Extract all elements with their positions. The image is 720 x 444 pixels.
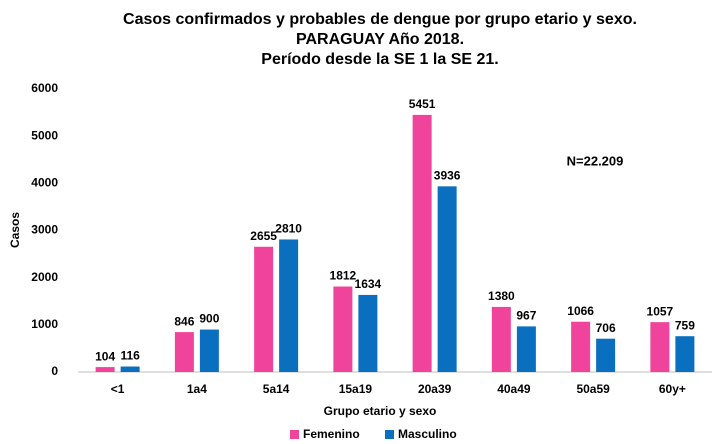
y-tick-label: 4000 — [31, 176, 58, 190]
y-axis-label: Casos — [8, 212, 22, 248]
data-label: 1057 — [647, 304, 674, 318]
data-label: 706 — [596, 321, 616, 335]
x-axis-label: Grupo etario y sexo — [324, 404, 437, 418]
data-label: 104 — [95, 349, 115, 363]
bar — [516, 326, 536, 372]
x-tick-label: 50a59 — [576, 382, 610, 396]
x-tick-label: 40a49 — [497, 382, 531, 396]
y-tick-label: 3000 — [31, 223, 58, 237]
data-label: 1380 — [488, 289, 515, 303]
x-tick-label: 5a14 — [263, 382, 290, 396]
data-label: 2655 — [250, 229, 277, 243]
data-label: 900 — [199, 312, 219, 326]
bar — [279, 239, 299, 372]
y-tick-label: 2000 — [31, 270, 58, 284]
data-label: 2810 — [275, 222, 302, 236]
bar — [95, 367, 115, 372]
bar — [571, 321, 591, 372]
data-label: 3936 — [434, 169, 461, 183]
legend-label: Masculino — [398, 427, 457, 441]
bar — [596, 338, 616, 372]
data-label: 116 — [120, 349, 140, 363]
legend-swatch — [385, 430, 394, 439]
bar — [174, 332, 194, 372]
chart-title: Período desde la SE 1 la SE 21. — [261, 51, 498, 68]
data-label: 759 — [675, 318, 695, 332]
y-tick-label: 5000 — [31, 128, 58, 142]
chart-title: PARAGUAY Año 2018. — [296, 31, 464, 48]
bar — [199, 329, 219, 372]
y-tick-label: 6000 — [31, 81, 58, 95]
x-tick-label: 60y+ — [659, 382, 686, 396]
bar — [120, 366, 140, 372]
bar — [412, 114, 432, 372]
bar — [254, 246, 274, 372]
data-label: 1812 — [330, 269, 357, 283]
x-tick-label: 15a19 — [339, 382, 373, 396]
bar — [675, 336, 695, 372]
bar — [358, 294, 378, 372]
y-tick-label: 0 — [51, 364, 58, 378]
annotation: N=22.209 — [567, 153, 624, 168]
data-label: 1066 — [567, 304, 594, 318]
bar — [650, 322, 670, 372]
bar — [333, 286, 353, 372]
legend-swatch — [290, 430, 299, 439]
data-label: 846 — [174, 314, 194, 328]
bar — [437, 186, 457, 372]
chart-title: Casos confirmados y probables de dengue … — [123, 11, 637, 28]
data-label: 5451 — [409, 97, 436, 111]
x-tick-label: 1a4 — [187, 382, 207, 396]
legend-label: Femenino — [303, 427, 360, 441]
bar — [491, 306, 511, 372]
x-tick-label: 20a39 — [418, 382, 452, 396]
data-label: 1634 — [355, 277, 382, 291]
data-label: 967 — [516, 309, 536, 323]
x-tick-label: <1 — [111, 382, 125, 396]
y-tick-label: 1000 — [31, 317, 58, 331]
